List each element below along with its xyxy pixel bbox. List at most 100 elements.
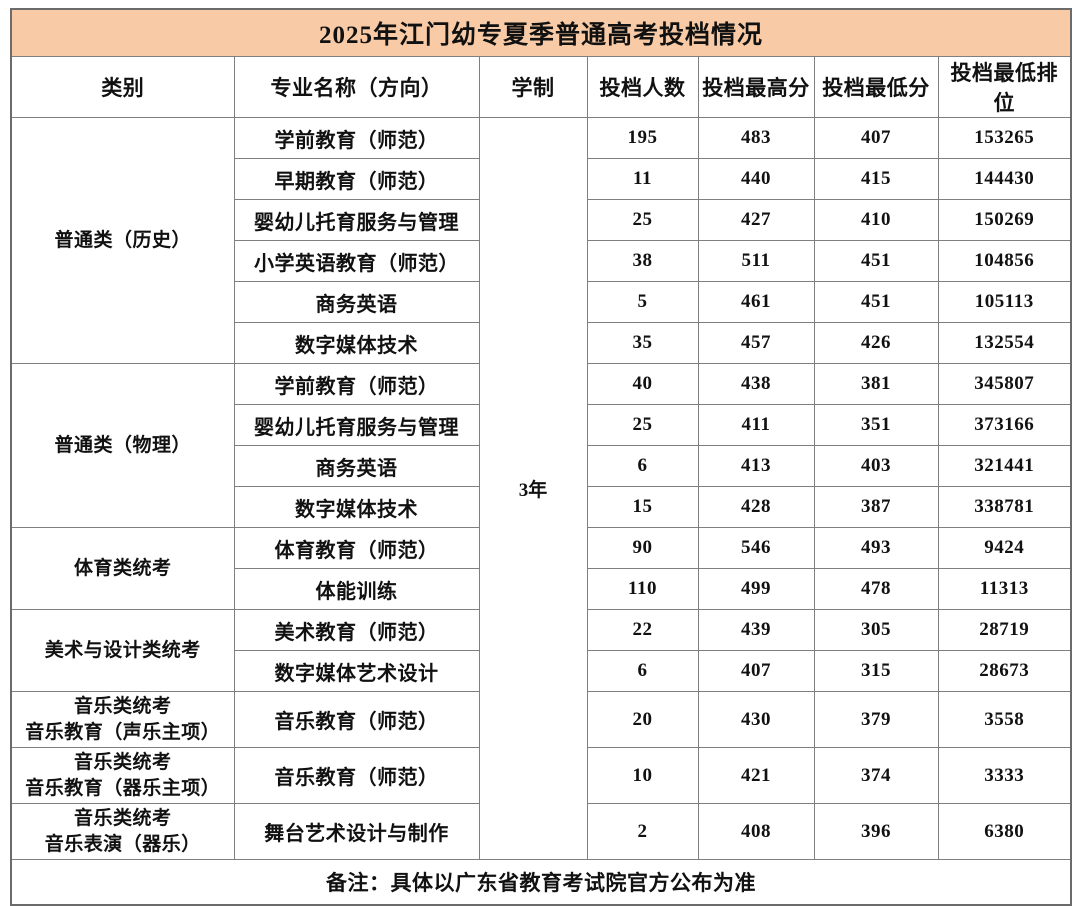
cell-min-rank: 321441 [937,445,1072,487]
footer-note: 备注：具体以广东省教育考试院官方公布为准 [10,859,1072,906]
major-name-cell: 婴幼儿托育服务与管理 [233,199,480,241]
cell-count: 6 [586,650,699,692]
cell-min-score: 381 [813,363,939,405]
cell-count: 110 [586,568,699,610]
cell-max-score: 438 [697,363,815,405]
cell-count: 25 [586,199,699,241]
major-name-cell: 音乐教育（师范） [233,691,480,748]
cell-count: 35 [586,322,699,364]
page-title: 2025年江门幼专夏季普通高考投档情况 [10,8,1072,57]
column-header-major: 专业名称（方向） [233,56,480,118]
major-name-cell: 商务英语 [233,281,480,323]
category-cell: 体育类统考 [10,527,235,610]
cell-min-rank: 338781 [937,486,1072,528]
major-name-cell: 体育教育（师范） [233,527,480,569]
column-header-count: 投档人数 [586,56,699,118]
major-name-cell: 商务英语 [233,445,480,487]
cell-min-rank: 144430 [937,158,1072,200]
cell-min-score: 451 [813,240,939,282]
cell-max-score: 511 [697,240,815,282]
cell-max-score: 430 [697,691,815,748]
cell-min-score: 493 [813,527,939,569]
table-row: 美术与设计类统考 美术教育（师范） 22 439 305 28719 [10,609,1072,692]
title-row: 2025年江门幼专夏季普通高考投档情况 [10,8,1072,57]
cell-min-rank: 28673 [937,650,1072,692]
cell-min-score: 403 [813,445,939,487]
cell-max-score: 546 [697,527,815,569]
cell-max-score: 408 [697,803,815,860]
table-row: 音乐类统考 音乐表演（器乐） 舞台艺术设计与制作 2 408 396 6380 [10,803,1072,860]
major-name-cell: 小学英语教育（师范） [233,240,480,282]
cell-max-score: 427 [697,199,815,241]
category-cell: 音乐类统考 音乐表演（器乐） [10,803,235,860]
category-cell: 音乐类统考 音乐教育（声乐主项） [10,691,235,748]
cell-count: 10 [586,747,699,804]
cell-count: 38 [586,240,699,282]
major-name-cell: 美术教育（师范） [233,609,480,651]
cell-count: 5 [586,281,699,323]
column-header-max-score: 投档最高分 [697,56,815,118]
table-row: 音乐类统考 音乐教育（器乐主项） 音乐教育（师范） 10 421 374 3333 [10,747,1072,804]
cell-min-rank: 28719 [937,609,1072,651]
table-row: 商务英语 5 461 451 105113 [11,281,1072,323]
major-name-cell: 体能训练 [233,568,480,610]
table-row: 小学英语教育（师范） 38 511 451 104856 [11,240,1072,282]
cell-count: 2 [586,803,699,860]
column-header-min-score: 投档最低分 [813,56,939,118]
cell-min-rank: 6380 [937,803,1072,860]
category-cell: 普通类（历史） [10,117,235,364]
cell-max-score: 499 [697,568,815,610]
table-row: 商务英语 6 413 403 321441 [11,445,1072,487]
cell-count: 22 [586,609,699,651]
cell-max-score: 407 [697,650,815,692]
cell-min-rank: 150269 [937,199,1072,241]
cell-max-score: 428 [697,486,815,528]
header-row: 类别 专业名称（方向） 学制 投档人数 投档最高分 投档最低分 投档最低排位 [10,56,1072,118]
cell-max-score: 440 [697,158,815,200]
major-name-cell: 数字媒体艺术设计 [233,650,480,692]
cell-count: 15 [586,486,699,528]
table-row: 早期教育（师范） 11 440 415 144430 [11,158,1072,200]
column-header-min-rank: 投档最低排位 [937,56,1072,118]
cell-max-score: 461 [697,281,815,323]
major-name-cell: 音乐教育（师范） [233,747,480,804]
cell-min-score: 451 [813,281,939,323]
cell-min-rank: 153265 [937,117,1072,159]
cell-min-rank: 132554 [937,322,1072,364]
cell-min-score: 407 [813,117,939,159]
table-row: 婴幼儿托育服务与管理 25 427 410 150269 [11,199,1072,241]
cell-min-rank: 9424 [937,527,1072,569]
admission-score-table: 2025年江门幼专夏季普通高考投档情况 类别 专业名称（方向） 学制 投档人数 投档最高分… [10,8,1073,906]
cell-min-score: 410 [813,199,939,241]
category-cell: 音乐类统考 音乐教育（器乐主项） [10,747,235,804]
cell-count: 40 [586,363,699,405]
column-header-category: 类别 [10,56,235,118]
cell-min-score: 478 [813,568,939,610]
cell-max-score: 413 [697,445,815,487]
cell-min-score: 415 [813,158,939,200]
major-name-cell: 早期教育（师范） [233,158,480,200]
cell-min-score: 387 [813,486,939,528]
major-name-cell: 数字媒体技术 [233,322,480,364]
cell-min-rank: 105113 [937,281,1072,323]
cell-count: 6 [586,445,699,487]
cell-count: 90 [586,527,699,569]
cell-count: 195 [586,117,699,159]
column-header-system: 学制 [478,56,588,118]
cell-min-rank: 104856 [937,240,1072,282]
system-cell: 3年 [478,117,588,860]
major-name-cell: 学前教育（师范） [233,363,480,405]
cell-max-score: 411 [697,404,815,446]
major-name-cell: 学前教育（师范） [233,117,480,159]
category-cell: 普通类（物理） [10,363,235,528]
cell-count: 25 [586,404,699,446]
cell-min-score: 351 [813,404,939,446]
cell-min-rank: 11313 [937,568,1072,610]
table-row: 数字媒体技术 15 428 387 338781 [11,486,1072,528]
cell-min-rank: 3333 [937,747,1072,804]
major-name-cell: 数字媒体技术 [233,486,480,528]
category-cell: 美术与设计类统考 [10,609,235,692]
major-name-cell: 婴幼儿托育服务与管理 [233,404,480,446]
cell-min-rank: 3558 [937,691,1072,748]
table-row: 普通类（历史） 学前教育（师范） 3年 195 483 407 153265 [10,117,1072,860]
